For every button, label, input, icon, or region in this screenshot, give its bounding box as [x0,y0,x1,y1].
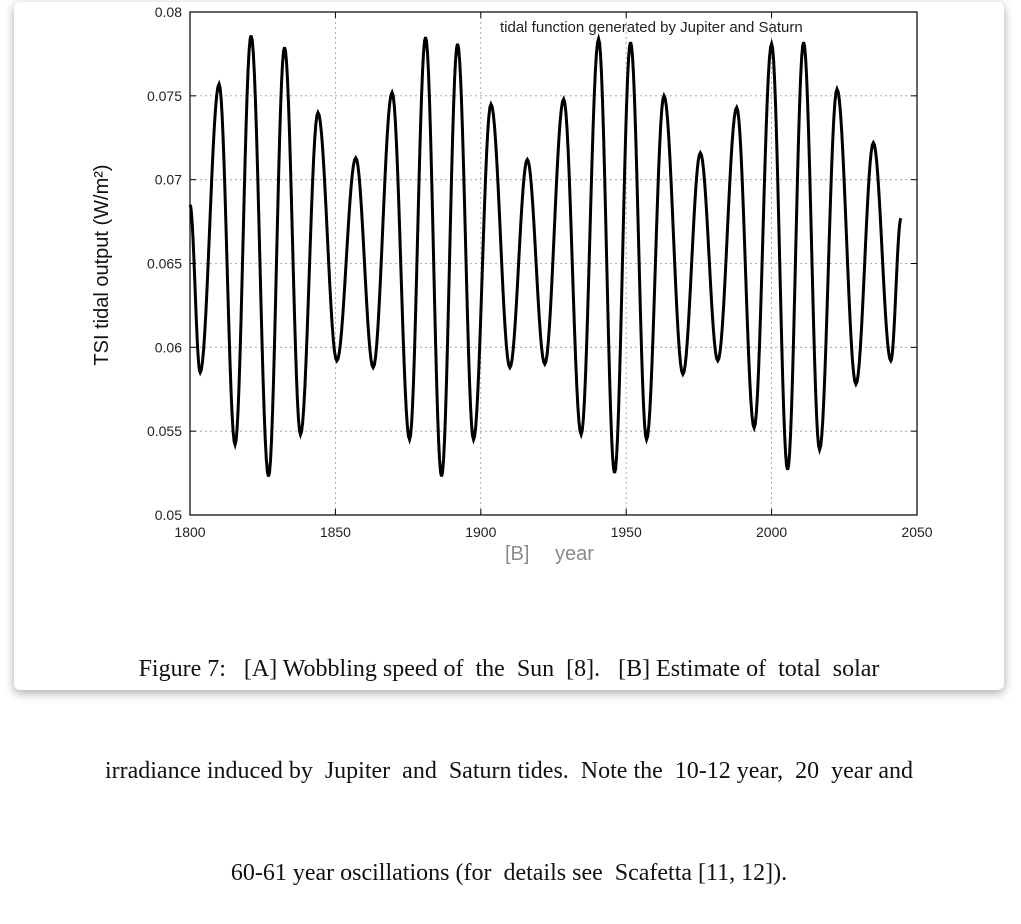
axis-ticks: 0.05 0.055 0.06 0.065 0.07 0.075 0.08 1800 1850 1… [147,4,933,540]
y-tick-label: 0.08 [155,4,182,20]
x-tick-label: 2000 [756,524,787,540]
y-tick-label: 0.075 [147,88,182,104]
x-axis-label: year [555,543,594,565]
x-tick-label: 1800 [174,524,205,540]
x-tick-label: 1950 [611,524,642,540]
x-tick-label: 1850 [320,524,351,540]
caption-line-3: 60-61 year oscillations (for details see… [230,860,788,886]
series-line [188,32,903,477]
x-axis-panel-label: [B] [505,543,529,565]
y-tick-label: 0.06 [155,339,182,355]
y-tick-label: 0.065 [147,256,182,272]
x-tick-label: 2050 [901,524,932,540]
y-tick-label: 0.055 [147,423,182,439]
caption-line-2: irradiance induced by Jupiter and Saturn… [104,758,914,784]
y-axis-label: TSI tidal output (W/m²) [91,164,113,365]
annotation-text: tidal function generated by Jupiter and … [500,19,803,36]
y-tick-label: 0.07 [155,172,182,188]
x-tick-label: 1900 [465,524,496,540]
figure-caption: Figure 7: [A] Wobbling speed of the Sun … [14,584,1004,924]
caption-line-1: Figure 7: [A] Wobbling speed of the Sun … [138,656,880,682]
y-tick-label: 0.05 [155,507,182,523]
chart: 0.05 0.055 0.06 0.065 0.07 0.075 0.08 1800 1850 1… [91,4,933,565]
